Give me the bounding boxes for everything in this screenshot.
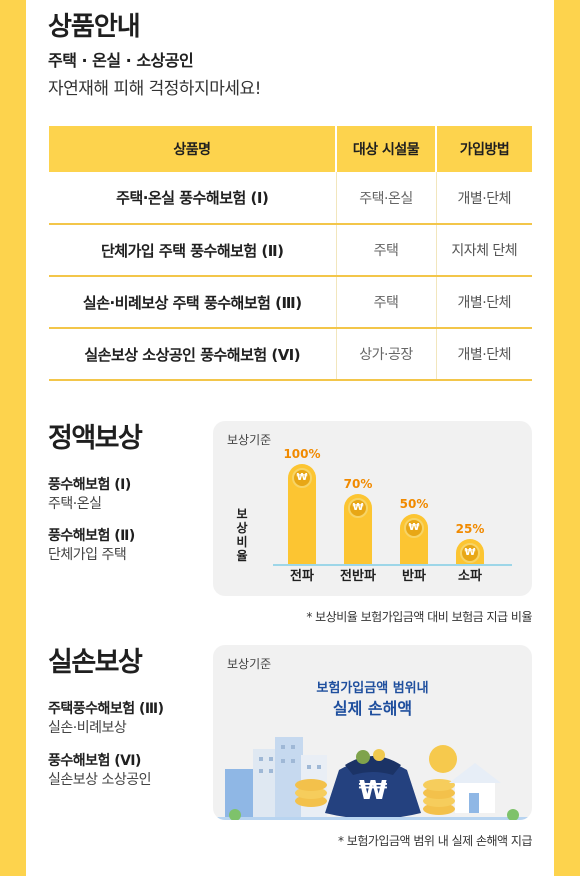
- actual-product-desc: 실손보상 소상공인: [48, 772, 152, 788]
- page-subtitle: 주택 · 온실 · 소상공인: [48, 51, 194, 70]
- compensation-ratio-chart: 보상기준 보상비율 ₩100% 전파 ₩70% 전반파 ₩50% 반파 ₩25% 소파: [213, 421, 532, 596]
- panel-label: 보상기준: [227, 657, 272, 671]
- chart-baseline: [273, 564, 512, 566]
- panel-label: 보상기준: [227, 433, 272, 447]
- table-row: 주택·온실 풍수해보험 (Ⅰ) 주택·온실 개별·단체: [49, 172, 532, 225]
- table-header-row: 상품명 대상 시설물 가입방법: [49, 126, 532, 172]
- table-row: 실손보상 소상공인 풍수해보험 (Ⅵ) 상가·공장 개별·단체: [49, 328, 532, 381]
- fixed-product-name: 풍수해보험 (Ⅰ): [48, 477, 131, 493]
- won-symbol: ₩: [359, 776, 388, 806]
- table-row: 실손·비례보상 주택 풍수해보험 (Ⅲ) 주택 개별·단체: [49, 276, 532, 329]
- city-illustration: ₩: [213, 737, 532, 820]
- won-coin-icon: ₩: [404, 518, 424, 538]
- fixed-compensation-title: 정액보상: [48, 423, 143, 454]
- actual-headline-line1: 보험가입금액 범위내: [316, 681, 429, 696]
- product-facility: 주택: [336, 224, 437, 277]
- column-header-method: 가입방법: [436, 126, 532, 172]
- fixed-product-desc: 단체가입 주택: [48, 547, 127, 563]
- chart-y-axis-label: 보상비율: [236, 507, 248, 563]
- actual-loss-panel: 보상기준 보험가입금액 범위내 실제 손해액 ₩: [213, 645, 532, 820]
- product-name: 단체가입 주택 풍수해보험 (Ⅱ): [49, 224, 337, 277]
- chart-bar: ₩: [400, 514, 428, 564]
- chart-bar: ₩: [456, 539, 484, 564]
- product-name: 실손·비례보상 주택 풍수해보험 (Ⅲ): [49, 276, 337, 329]
- actual-product-name: 주택풍수해보험 (Ⅲ): [48, 701, 164, 717]
- chart-data-label: 70%: [343, 477, 373, 491]
- won-coin-icon: ₩: [348, 498, 368, 518]
- column-header-facility: 대상 시설물: [336, 126, 437, 172]
- chart-bar: ₩: [288, 464, 316, 564]
- product-method: 개별·단체: [436, 172, 532, 225]
- column-header-product: 상품명: [49, 126, 337, 172]
- fixed-product-name: 풍수해보험 (Ⅱ): [48, 528, 135, 544]
- chart-category-label: 전반파: [340, 569, 376, 584]
- fixed-footnote: * 보상비율 보험가입금액 대비 보험금 지급 비율: [306, 610, 532, 624]
- chart-data-label: 100%: [283, 447, 321, 461]
- product-table: 상품명 대상 시설물 가입방법 주택·온실 풍수해보험 (Ⅰ) 주택·온실 개별…: [49, 126, 532, 381]
- chart-category-label: 소파: [458, 569, 482, 584]
- actual-product-desc: 실손·비례보상: [48, 720, 127, 736]
- actual-product-name: 풍수해보험 (Ⅵ): [48, 753, 141, 769]
- fixed-product-desc: 주택·온실: [48, 496, 102, 512]
- actual-footnote: * 보험가입금액 범위 내 실제 손해액 지급: [337, 834, 533, 848]
- product-facility: 상가·공장: [336, 328, 437, 381]
- page-title: 상품안내: [48, 12, 141, 42]
- won-coin-icon: ₩: [292, 468, 312, 488]
- chart-category-label: 반파: [402, 569, 426, 584]
- won-coin-icon: ₩: [460, 543, 480, 563]
- chart-data-label: 50%: [399, 497, 429, 511]
- money-bag-icon: [325, 760, 421, 819]
- product-method: 지자체 단체: [436, 224, 532, 277]
- product-facility: 주택·온실: [336, 172, 437, 225]
- actual-headline-line2: 실제 손해액: [332, 699, 413, 718]
- chart-bar: ₩: [344, 494, 372, 564]
- chart-data-label: 25%: [455, 522, 485, 536]
- actual-compensation-title: 실손보상: [48, 647, 143, 678]
- product-method: 개별·단체: [436, 276, 532, 329]
- table-row: 단체가입 주택 풍수해보험 (Ⅱ) 주택 지자체 단체: [49, 224, 532, 277]
- won-coin-icon: [429, 745, 457, 773]
- product-name: 실손보상 소상공인 풍수해보험 (Ⅵ): [49, 328, 337, 381]
- product-facility: 주택: [336, 276, 437, 329]
- product-method: 개별·단체: [436, 328, 532, 381]
- chart-category-label: 전파: [290, 569, 314, 584]
- page-tagline: 자연재해 피해 걱정하지마세요!: [48, 79, 261, 99]
- product-name: 주택·온실 풍수해보험 (Ⅰ): [49, 172, 337, 225]
